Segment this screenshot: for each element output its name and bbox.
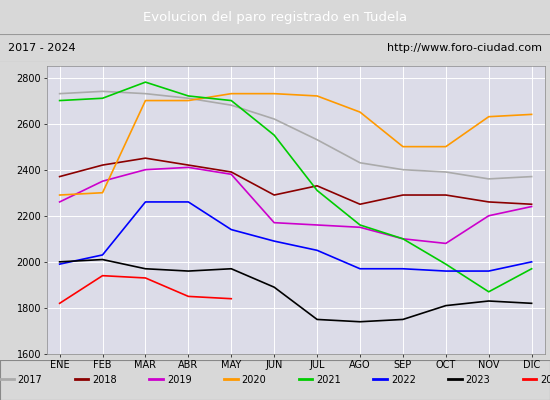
Text: 2017 - 2024: 2017 - 2024 [8, 43, 76, 53]
Text: 2020: 2020 [241, 375, 266, 385]
Text: 2017: 2017 [18, 375, 42, 385]
Text: 2024: 2024 [540, 375, 550, 385]
Text: 2021: 2021 [316, 375, 341, 385]
Text: 2018: 2018 [92, 375, 117, 385]
Text: 2019: 2019 [167, 375, 191, 385]
Text: http://www.foro-ciudad.com: http://www.foro-ciudad.com [387, 43, 542, 53]
Text: 2023: 2023 [465, 375, 490, 385]
Text: Evolucion del paro registrado en Tudela: Evolucion del paro registrado en Tudela [143, 11, 407, 24]
Text: 2022: 2022 [391, 375, 416, 385]
